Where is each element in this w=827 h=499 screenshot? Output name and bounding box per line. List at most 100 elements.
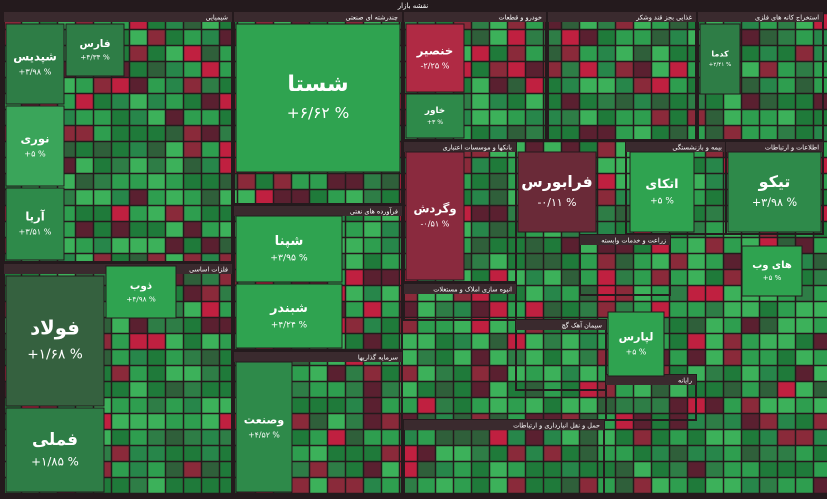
cell — [723, 445, 742, 462]
cell — [453, 477, 472, 494]
cell — [345, 333, 364, 350]
cell — [795, 301, 814, 318]
cell — [435, 301, 454, 318]
cell — [669, 45, 688, 62]
cell — [579, 269, 598, 286]
cell — [543, 461, 562, 478]
cell — [777, 413, 796, 430]
tile — [5, 23, 65, 105]
cell — [705, 429, 724, 446]
cell — [597, 61, 616, 78]
tile-symbol: تیکو — [758, 172, 791, 191]
cell — [615, 429, 634, 446]
cell — [453, 365, 472, 382]
cell — [417, 349, 436, 366]
cell — [813, 269, 827, 286]
cell — [633, 461, 652, 478]
cell — [777, 317, 796, 334]
tile-change: +۳ % — [427, 119, 443, 126]
cell — [651, 269, 670, 286]
cell — [669, 269, 688, 286]
tile — [65, 23, 125, 77]
cell — [165, 29, 184, 46]
cell — [381, 269, 400, 286]
cell — [147, 349, 166, 366]
cell — [111, 381, 130, 398]
cell — [345, 317, 364, 334]
sector-name: چندرشته ای صنعتی — [346, 14, 398, 22]
cell — [147, 221, 166, 238]
cell — [579, 397, 598, 414]
cell — [561, 349, 580, 366]
cell — [147, 477, 166, 494]
cell — [381, 285, 400, 302]
cell — [651, 125, 670, 142]
cell — [723, 253, 742, 270]
cell — [813, 61, 827, 78]
cell — [75, 205, 94, 222]
cell — [417, 365, 436, 382]
cell — [363, 397, 382, 414]
cell — [381, 173, 400, 190]
tile — [405, 151, 465, 281]
cell — [453, 349, 472, 366]
cell — [183, 237, 202, 254]
cell — [399, 397, 418, 414]
cell — [561, 461, 580, 478]
cell — [705, 109, 724, 126]
cell — [705, 349, 724, 366]
cell — [111, 93, 130, 110]
tile-change: +۱/۸۵ % — [31, 454, 79, 468]
cell — [543, 253, 562, 270]
cell — [741, 317, 760, 334]
cell — [345, 237, 364, 254]
cell — [579, 29, 598, 46]
cell — [165, 93, 184, 110]
sector-header — [626, 142, 726, 152]
sector-header — [404, 142, 516, 152]
cell — [291, 477, 310, 494]
sector-header — [4, 12, 232, 22]
cell — [615, 397, 634, 414]
cell — [471, 125, 490, 142]
cell — [147, 77, 166, 94]
cell — [183, 301, 202, 318]
cell — [525, 109, 544, 126]
cell — [201, 237, 220, 254]
cell — [489, 461, 508, 478]
cell — [507, 429, 526, 446]
cell — [687, 445, 706, 462]
cell — [255, 173, 274, 190]
cell — [183, 221, 202, 238]
sector-name: رایانه — [678, 377, 692, 385]
cell — [615, 477, 634, 494]
cell — [687, 477, 706, 494]
cell — [507, 77, 526, 94]
cell — [345, 301, 364, 318]
tile — [405, 23, 465, 93]
cell — [111, 237, 130, 254]
cell — [687, 237, 706, 254]
cell — [795, 77, 814, 94]
cell — [705, 253, 724, 270]
tile-symbol: شپدیس — [13, 50, 57, 64]
cell — [561, 333, 580, 350]
cell — [129, 221, 148, 238]
cell — [93, 141, 112, 158]
cell — [687, 461, 706, 478]
cell — [183, 477, 202, 494]
cell — [633, 429, 652, 446]
cell — [147, 237, 166, 254]
cell — [543, 365, 562, 382]
cell — [327, 173, 346, 190]
cell — [489, 157, 508, 174]
cell — [129, 477, 148, 494]
cell — [291, 429, 310, 446]
cell — [345, 269, 364, 286]
cell — [795, 333, 814, 350]
cell — [723, 269, 742, 286]
cell — [579, 77, 598, 94]
cell — [327, 381, 346, 398]
cell — [615, 413, 634, 430]
cell — [381, 189, 400, 206]
